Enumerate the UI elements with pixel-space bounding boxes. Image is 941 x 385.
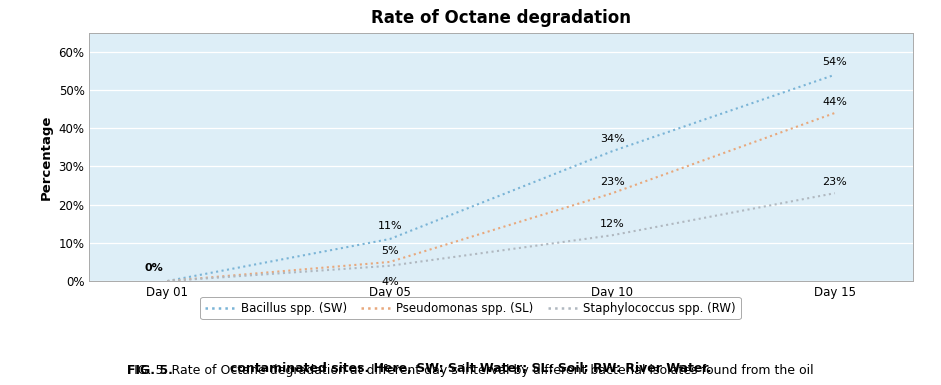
Y-axis label: Percentage: Percentage [40, 114, 53, 199]
Text: FIG. 5. Rate of Octane degradation at different day’s interval by different bact: FIG. 5. Rate of Octane degradation at di… [127, 364, 814, 377]
Text: 44%: 44% [822, 97, 847, 107]
X-axis label: Number of days: Number of days [442, 305, 560, 318]
Text: 0%: 0% [145, 263, 164, 273]
Text: 23%: 23% [600, 177, 625, 187]
Text: 5%: 5% [381, 246, 399, 256]
Text: 4%: 4% [381, 277, 399, 287]
Title: Rate of Octane degradation: Rate of Octane degradation [371, 9, 631, 27]
Text: 12%: 12% [600, 219, 625, 229]
Text: 54%: 54% [822, 57, 847, 67]
Text: 34%: 34% [600, 134, 625, 144]
Text: contaminated sites. Here, SW: Salt Water; SL: Soil; RW: River Water.: contaminated sites. Here, SW: Salt Water… [230, 362, 711, 375]
Text: FIG. 5.: FIG. 5. [127, 364, 173, 377]
Text: 23%: 23% [822, 177, 847, 187]
Legend: Bacillus spp. (SW), Pseudomonas spp. (SL), Staphylococcus spp. (RW): Bacillus spp. (SW), Pseudomonas spp. (SL… [200, 297, 741, 320]
Text: 11%: 11% [377, 221, 402, 231]
